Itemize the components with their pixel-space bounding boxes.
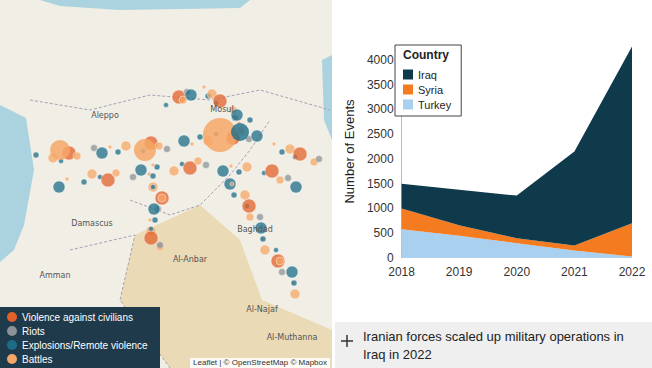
svg-text:Syria: Syria xyxy=(418,84,444,96)
svg-text:2019: 2019 xyxy=(446,265,473,279)
html-text:Battles: Battles xyxy=(22,354,53,365)
svg-text:Amman: Amman xyxy=(39,271,70,280)
svg-text:2000: 2000 xyxy=(367,152,394,166)
svg-text:Iraq: Iraq xyxy=(418,69,437,81)
svg-text:500: 500 xyxy=(374,226,394,240)
svg-text:Damascus: Damascus xyxy=(71,219,113,228)
svg-text:2500: 2500 xyxy=(367,127,394,141)
svg-text:2021: 2021 xyxy=(561,265,588,279)
svg-text:Al-Najaf: Al-Najaf xyxy=(246,305,278,314)
svg-text:Baghdad: Baghdad xyxy=(237,225,273,234)
svg-text:2022: 2022 xyxy=(619,265,646,279)
svg-text:Turkey: Turkey xyxy=(418,99,452,111)
html-text:Iranian forces scaled up milit: Iranian forces scaled up military operat… xyxy=(363,329,624,362)
html-text:Leaflet | © OpenStreetMap © Ma: Leaflet | © OpenStreetMap © Mapbox xyxy=(193,358,327,367)
svg-text:Country: Country xyxy=(403,48,449,62)
svg-text:Al-Muthanna: Al-Muthanna xyxy=(267,333,318,342)
svg-text:3000: 3000 xyxy=(367,102,394,116)
svg-text:4000: 4000 xyxy=(367,53,394,67)
svg-text:0: 0 xyxy=(387,251,394,265)
svg-text:1000: 1000 xyxy=(367,201,394,215)
html-text:Explosions/Remote violence: Explosions/Remote violence xyxy=(22,340,148,351)
svg-text:Number of Events: Number of Events xyxy=(342,99,357,204)
svg-text:2020: 2020 xyxy=(503,265,530,279)
svg-text:3500: 3500 xyxy=(367,78,394,92)
svg-text:1500: 1500 xyxy=(367,177,394,191)
svg-text:Mosul: Mosul xyxy=(210,105,233,114)
html-text:Violence against civilians: Violence against civilians xyxy=(22,312,133,323)
svg-text:Aleppo: Aleppo xyxy=(91,111,119,120)
html-text:Riots: Riots xyxy=(22,326,45,337)
svg-text:2018: 2018 xyxy=(388,265,415,279)
svg-text:Al-Anbar: Al-Anbar xyxy=(173,255,208,264)
